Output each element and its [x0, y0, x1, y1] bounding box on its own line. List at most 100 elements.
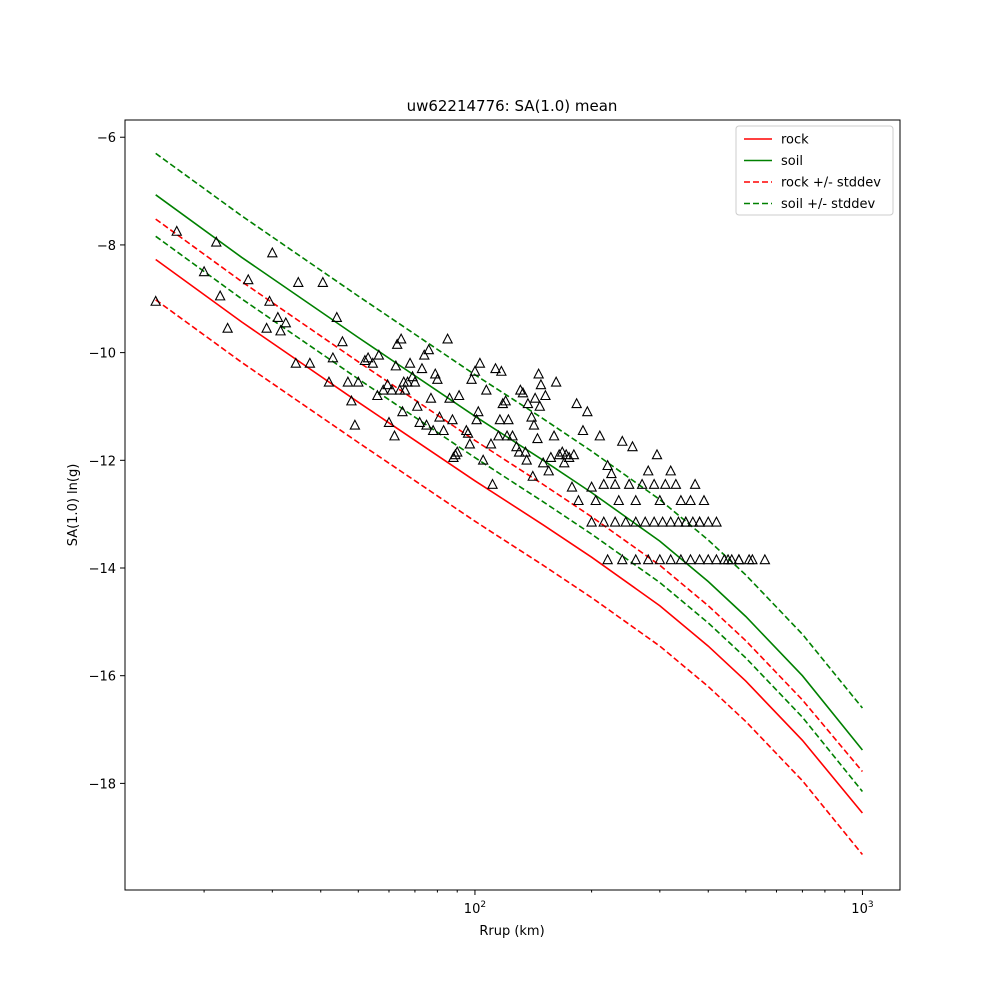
data-point — [342, 376, 354, 387]
data-point — [411, 400, 423, 411]
data-point — [609, 478, 621, 489]
data-point — [352, 376, 364, 387]
data-point — [425, 392, 437, 403]
data-point — [272, 311, 284, 322]
data-point — [623, 478, 635, 489]
legend: rock soil rock +/- stddev soil +/- stddev — [735, 125, 894, 216]
y-tick-label: −6 — [97, 131, 116, 146]
data-point — [390, 359, 402, 371]
data-point — [675, 553, 687, 565]
data-point — [665, 516, 677, 527]
data-point — [689, 478, 701, 489]
data-point — [630, 516, 642, 527]
y-tick-label: −10 — [89, 347, 116, 362]
data-point — [349, 419, 361, 430]
data-point — [466, 373, 478, 384]
data-point — [485, 437, 497, 449]
data-point — [421, 419, 433, 430]
plot-frame — [124, 119, 901, 891]
data-point — [680, 516, 692, 527]
data-point — [367, 357, 379, 368]
data-point — [602, 553, 614, 565]
data-point — [383, 416, 395, 427]
legend-frame — [735, 125, 894, 216]
data-point — [581, 405, 593, 417]
data-point — [261, 322, 273, 333]
data-point — [675, 494, 687, 506]
data-point — [572, 494, 584, 506]
data-point — [266, 246, 278, 258]
data-point — [556, 446, 568, 457]
data-point — [672, 516, 684, 527]
data-point — [630, 494, 642, 506]
series-line-5 — [155, 235, 864, 793]
data-point — [539, 389, 551, 401]
legend-entries: rock soil rock +/- stddev soil +/- stddev — [744, 133, 881, 212]
data-point — [598, 516, 610, 527]
data-point — [510, 440, 522, 452]
y-tick-label: −8 — [97, 239, 116, 254]
data-point — [275, 324, 287, 336]
data-point — [446, 413, 458, 425]
data-point — [602, 459, 614, 471]
data-point — [418, 349, 430, 360]
data-point — [198, 265, 210, 277]
data-point — [522, 397, 534, 409]
data-point — [517, 386, 529, 398]
data-point — [150, 295, 162, 306]
data-point — [492, 429, 504, 441]
series-line-3 — [155, 299, 864, 856]
data-point — [685, 553, 697, 565]
data-point — [514, 384, 526, 395]
data-point — [388, 429, 401, 441]
data-point — [444, 392, 456, 403]
data-point — [558, 456, 570, 468]
data-point — [586, 516, 598, 527]
data-point — [743, 553, 755, 565]
data-point — [373, 349, 385, 360]
data-point — [438, 424, 450, 436]
data-point — [362, 351, 374, 363]
data-point — [670, 478, 682, 489]
data-point — [474, 357, 486, 368]
legend-label: soil — [781, 154, 803, 169]
y-axis: −6 −8 −10 −12 −14 −16 −18 — [89, 131, 125, 792]
data-point — [665, 464, 677, 476]
data-point — [526, 411, 538, 422]
data-point — [433, 411, 445, 422]
data-point — [527, 470, 539, 481]
data-point — [568, 448, 580, 460]
data-point — [471, 413, 483, 425]
data-point — [513, 446, 525, 457]
data-point — [553, 448, 565, 460]
data-point — [613, 494, 625, 506]
data-point — [519, 446, 531, 457]
data-point — [626, 440, 638, 452]
data-point — [609, 516, 621, 527]
data-point — [651, 448, 663, 460]
x-axis: 102 103 — [203, 890, 874, 917]
data-point — [464, 437, 476, 449]
data-point — [702, 516, 714, 527]
data-point — [336, 335, 348, 347]
data-point — [528, 419, 540, 430]
data-point — [396, 405, 408, 417]
data-point — [759, 553, 771, 565]
legend-label: soil +/- stddev — [781, 197, 876, 212]
data-point — [442, 332, 454, 344]
data-point — [472, 405, 484, 417]
series-line-1 — [155, 194, 864, 751]
data-point — [543, 464, 555, 476]
data-point — [323, 376, 335, 387]
data-point — [571, 397, 583, 409]
data-point — [710, 516, 722, 527]
data-point — [414, 416, 426, 427]
data-point — [263, 295, 276, 306]
data-point — [722, 553, 734, 565]
data-point — [630, 553, 642, 565]
data-point — [377, 384, 389, 395]
data-point — [359, 354, 371, 366]
data-point — [502, 413, 514, 425]
data-point — [500, 394, 512, 406]
data-point — [462, 427, 474, 438]
